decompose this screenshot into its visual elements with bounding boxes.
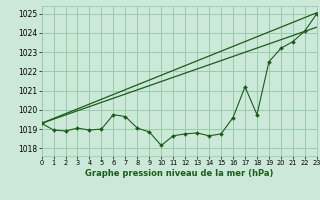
X-axis label: Graphe pression niveau de la mer (hPa): Graphe pression niveau de la mer (hPa)	[85, 169, 273, 178]
